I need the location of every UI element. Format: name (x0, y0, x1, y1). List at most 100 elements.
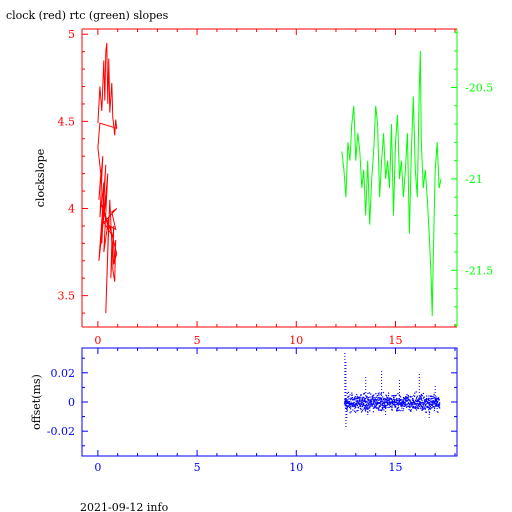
offset-point (347, 401, 349, 403)
offset-point (400, 398, 402, 401)
offset-point (359, 403, 361, 405)
offset-point (346, 399, 348, 401)
top-y-tick-label: 4 (68, 202, 75, 215)
offset-point (362, 396, 364, 398)
offset-point (396, 401, 398, 403)
offset-point (423, 406, 425, 408)
offset-point (353, 398, 355, 400)
bottom-y-axis-label: offset(ms) (30, 374, 43, 430)
offset-point (365, 410, 367, 412)
offset-point (363, 393, 365, 395)
offset-point (429, 408, 431, 410)
offset-point (418, 399, 420, 401)
offset-point (371, 404, 374, 406)
offset-point (406, 405, 408, 407)
offset-point (418, 405, 420, 407)
offset-point (414, 407, 416, 409)
offset-point (430, 398, 432, 400)
offset-point (409, 406, 411, 408)
offset-point (418, 398, 420, 400)
offset-point (381, 399, 383, 401)
offset-point (378, 406, 380, 408)
offset-point (382, 391, 385, 394)
offset-point (420, 404, 422, 406)
offset-point (423, 402, 425, 404)
offset-point (359, 399, 361, 401)
offset-point (434, 396, 436, 398)
offset-point (437, 411, 439, 413)
offset-point (408, 408, 410, 411)
offset-point (358, 403, 360, 405)
top-y-axis-label: clockslope (34, 149, 47, 207)
offset-point (400, 399, 402, 402)
offset-point (402, 397, 405, 399)
offset-point (350, 405, 352, 408)
offset-point (372, 400, 375, 402)
offset-point (346, 405, 348, 408)
offset-point (377, 401, 379, 403)
offset-point (354, 405, 356, 407)
top-y-tick-label: 5 (68, 28, 75, 41)
offset-point (372, 411, 374, 413)
offset-point (379, 405, 381, 407)
offset-point (372, 396, 374, 398)
offset-point (416, 409, 418, 411)
offset-point (384, 404, 386, 406)
offset-point (351, 403, 353, 405)
offset-point (392, 395, 395, 397)
offset-point (390, 398, 393, 401)
offset-point (425, 411, 427, 413)
offset-point (353, 404, 356, 406)
offset-point (373, 397, 375, 399)
offset-point (425, 405, 427, 408)
offset-point (388, 403, 390, 405)
offset-point (424, 407, 426, 409)
offset-point (364, 400, 366, 402)
offset-point (414, 406, 416, 408)
offset-point (397, 406, 400, 408)
offset-point (427, 398, 429, 400)
offset-point (407, 394, 409, 397)
offset-point (420, 393, 422, 396)
offset-point (433, 403, 435, 405)
offset-point (357, 397, 359, 399)
offset-point (355, 404, 357, 407)
offset-point (432, 402, 434, 404)
offset-point (422, 397, 425, 399)
offset-point (426, 407, 428, 409)
offset-point (432, 397, 434, 399)
offset-point (394, 395, 397, 397)
offset-point (356, 410, 358, 412)
offset-point (358, 397, 360, 399)
offset-point (366, 397, 368, 399)
top-left-y-axis: 3.5 4 4.5 5 (58, 28, 88, 314)
offset-point (367, 400, 369, 402)
offset-point (359, 398, 361, 400)
offset-point (376, 407, 378, 410)
offset-point (410, 396, 412, 398)
offset-point (435, 396, 437, 398)
offset-point (433, 409, 435, 412)
offset-point (364, 392, 366, 394)
offset-point (434, 406, 436, 408)
offset-point (421, 402, 423, 404)
offset-point (368, 404, 370, 406)
offset-point (395, 403, 397, 405)
offset-point (382, 408, 384, 410)
offset-point (364, 409, 366, 411)
offset-point (360, 394, 362, 396)
offset-point (438, 397, 440, 399)
offset-point (350, 399, 352, 401)
offset-point (431, 404, 433, 406)
offset-point (352, 409, 354, 411)
bottom-x-tick-label: 5 (194, 461, 201, 474)
offset-point (351, 394, 353, 396)
offset-point (368, 402, 370, 404)
offset-point (348, 395, 350, 397)
offset-point (385, 394, 387, 396)
offset-point (394, 400, 396, 402)
offset-point (357, 409, 359, 412)
offset-point (423, 396, 425, 398)
offset-point (406, 403, 408, 405)
